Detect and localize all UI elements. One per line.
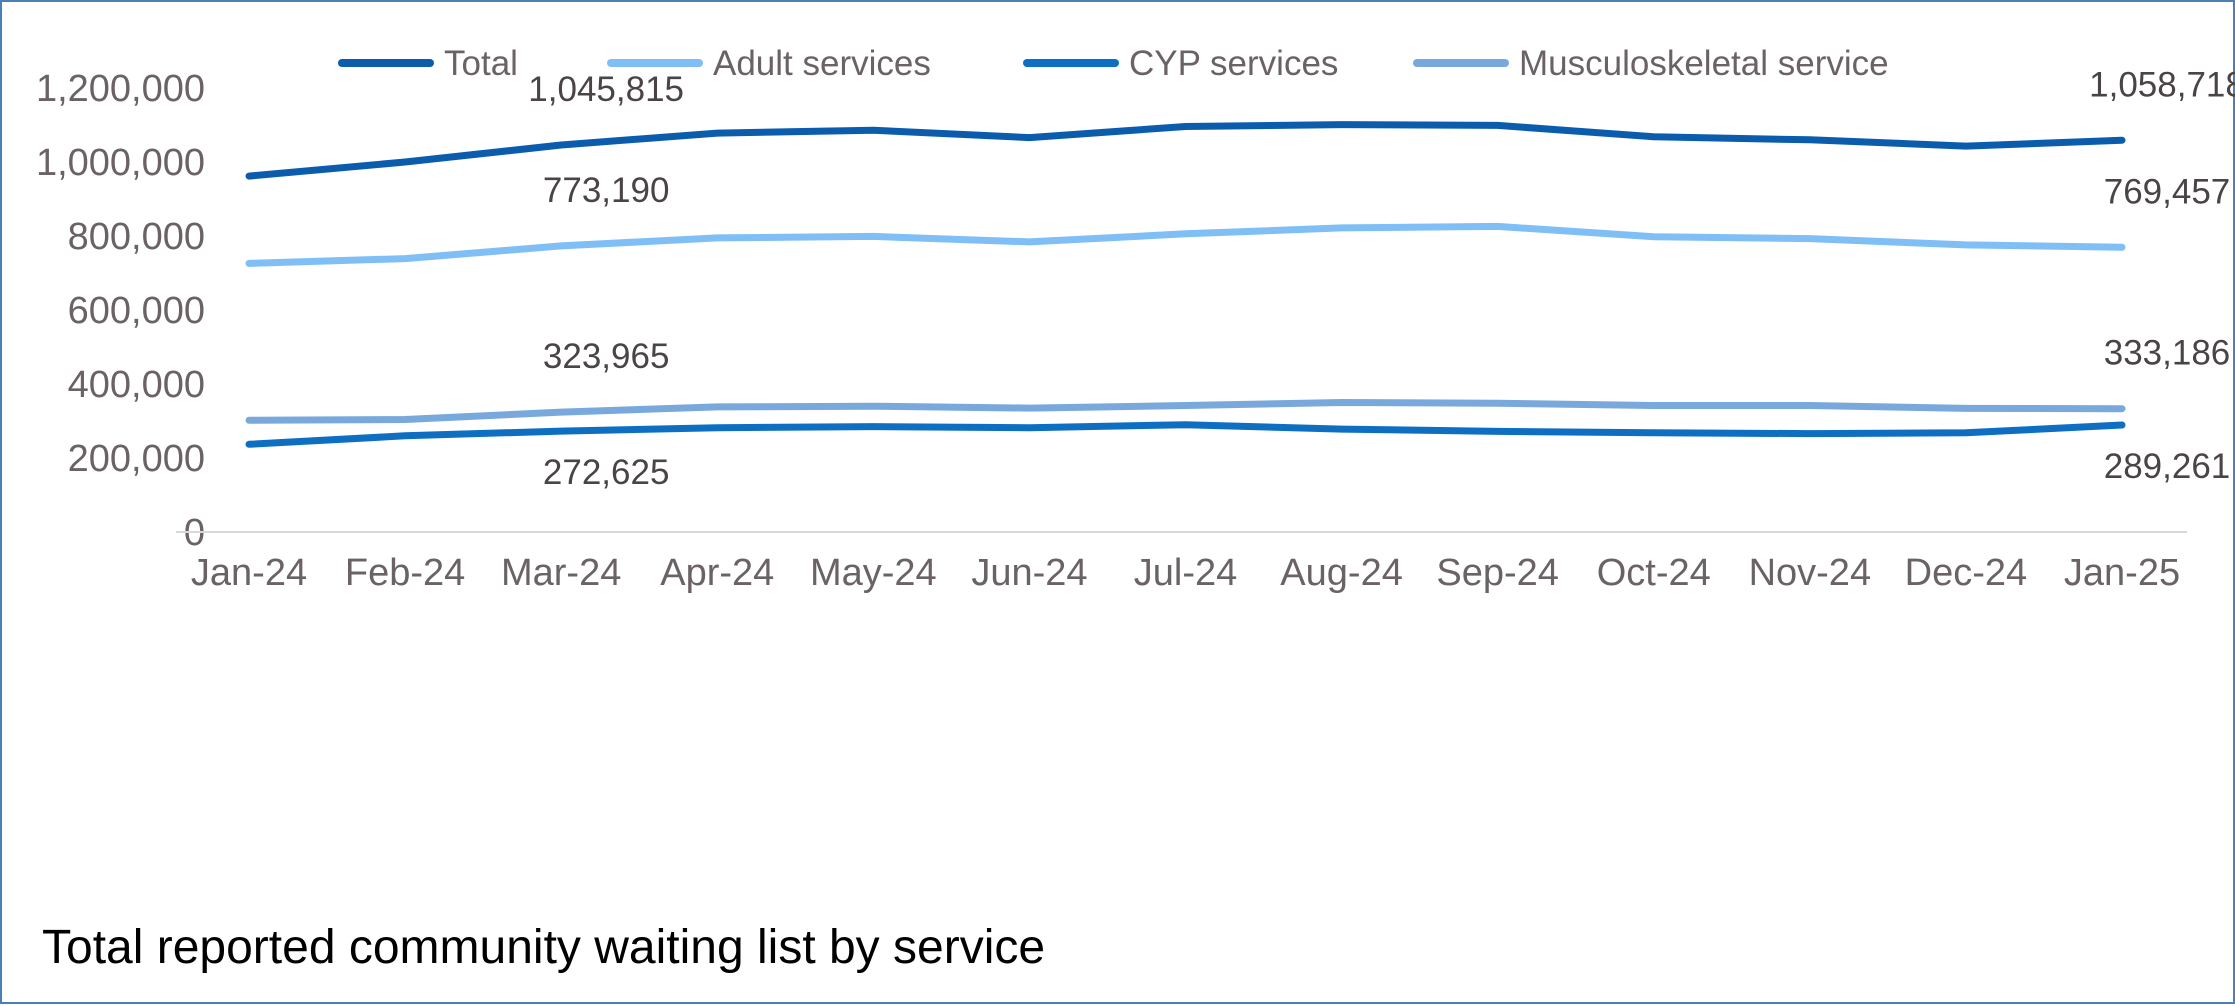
chart-caption: Total reported community waiting list by… [42, 921, 1046, 974]
data-label: 289,261 [2104, 447, 2231, 486]
legend-item-musculoskeletal-service: Musculoskeletal service [1413, 44, 1889, 83]
legend-item-total: Total [338, 44, 518, 83]
data-labels: 1,045,815 1,058,718 773,190 769,457 323,965 3… [528, 65, 2235, 492]
x-tick-label: Jul-24 [1134, 552, 1238, 594]
series-lines [245, 121, 2126, 448]
x-tick-label: Jan-25 [2064, 552, 2180, 594]
x-axis: Jan-24 Feb-24 Mar-24 Apr-24 May-24 Jun-24 Jul-… [176, 531, 2187, 594]
data-label: 1,058,718 [2089, 65, 2235, 104]
legend-label: CYP services [1129, 44, 1338, 83]
y-tick-label: 1,000,000 [36, 142, 205, 184]
x-tick-label: Jun-24 [971, 552, 1087, 594]
series-line-cyp-services [245, 421, 2126, 448]
x-tick-label: Nov-24 [1749, 552, 1872, 594]
x-tick-label: Jan-24 [191, 552, 307, 594]
y-tick-label: 600,000 [68, 290, 205, 332]
x-tick-label: Feb-24 [345, 552, 465, 594]
series-line-total [245, 121, 2126, 180]
data-label: 323,965 [543, 337, 670, 376]
y-tick-label: 200,000 [68, 438, 205, 480]
legend-label: Adult services [713, 44, 931, 83]
x-tick-label: Mar-24 [501, 552, 621, 594]
legend-item-adult-services: Adult services [607, 44, 931, 83]
data-label: 333,186 [2104, 334, 2231, 373]
y-axis: 0200,000400,000600,000800,0001,000,0001,… [36, 68, 205, 554]
x-tick-label: Apr-24 [660, 552, 774, 594]
y-tick-label: 400,000 [68, 364, 205, 406]
data-label: 272,625 [543, 453, 670, 492]
data-label: 773,190 [543, 171, 670, 210]
series-line-adult-services [245, 222, 2126, 267]
x-tick-label: Sep-24 [1436, 552, 1559, 594]
legend-label: Total [444, 44, 518, 83]
data-label: 769,457 [2104, 172, 2231, 211]
legend-item-cyp-services: CYP services [1023, 44, 1338, 83]
y-tick-label: 1,200,000 [36, 68, 205, 110]
chart-legend: Total Adult services CYP services Musculosk… [338, 44, 1889, 83]
x-tick-label: Dec-24 [1905, 552, 2028, 594]
x-tick-label: Aug-24 [1280, 552, 1403, 594]
x-tick-label: Oct-24 [1597, 552, 1711, 594]
y-tick-label: 800,000 [68, 216, 205, 258]
data-label: 1,045,815 [528, 70, 684, 109]
series-line-musculoskeletal-service [245, 399, 2126, 424]
x-tick-label: May-24 [810, 552, 937, 594]
legend-label: Musculoskeletal service [1519, 44, 1889, 83]
